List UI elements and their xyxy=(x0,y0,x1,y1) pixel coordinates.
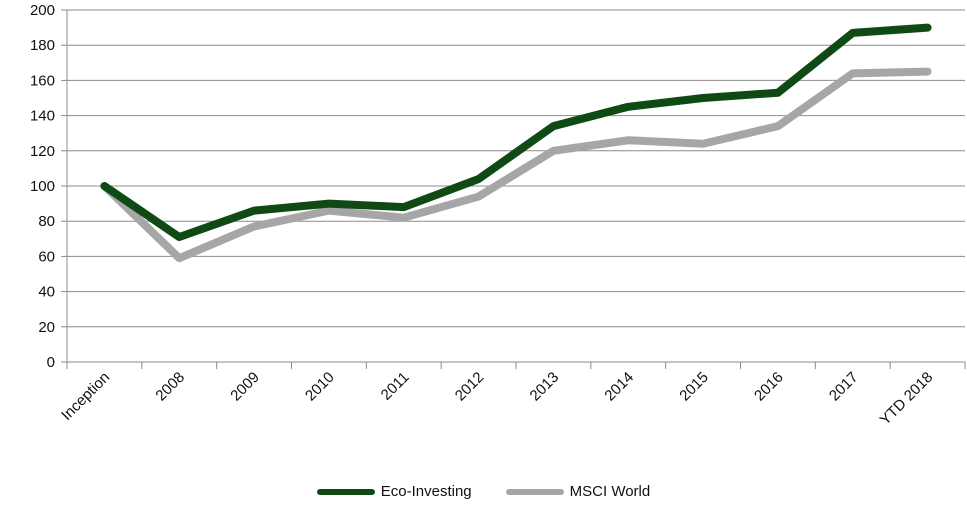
tick-labels: 0 20 40 60 80 100 120 140 160 180 200 Inception 2008… xyxy=(30,2,936,429)
series-line-msci-world xyxy=(100,67,932,263)
y-tick-label-80: 80 xyxy=(38,213,55,230)
y-tick-label-100: 100 xyxy=(30,178,55,195)
y-tick-label-40: 40 xyxy=(38,284,55,301)
line-chart: 0 20 40 60 80 100 120 140 160 180 200 Inception 2008… xyxy=(30,2,966,429)
axes xyxy=(61,9,966,369)
y-tick-label-140: 140 xyxy=(30,108,55,125)
gridlines xyxy=(67,9,965,363)
y-tick-label-180: 180 xyxy=(30,37,55,54)
y-tick-label-0: 0 xyxy=(47,354,55,371)
legend: Eco-Investing MSCI World xyxy=(0,483,967,500)
series-line-eco-investing xyxy=(100,23,932,242)
legend-swatch-eco-investing xyxy=(316,488,375,495)
legend-item-eco-investing: Eco-Investing xyxy=(316,483,472,500)
y-tick-label-120: 120 xyxy=(30,143,55,160)
x-tick-label-4: 2011 xyxy=(378,369,413,404)
y-tick-label-200: 200 xyxy=(30,2,55,19)
x-tick-label-0: Inception xyxy=(58,369,113,424)
legend-swatch-msci-world xyxy=(505,488,564,495)
x-tick-label-11: YTD 2018 xyxy=(877,369,937,429)
x-tick-label-9: 2016 xyxy=(751,369,787,405)
x-tick-label-5: 2012 xyxy=(452,369,488,405)
legend-label-eco-investing: Eco-Investing xyxy=(380,483,472,500)
x-tick-label-6: 2013 xyxy=(527,369,563,405)
x-tick-label-8: 2015 xyxy=(676,369,712,405)
legend-label-msci-world: MSCI World xyxy=(569,483,651,500)
y-tick-label-60: 60 xyxy=(38,248,55,265)
x-tick-label-10: 2017 xyxy=(826,369,862,405)
x-tick-label-7: 2014 xyxy=(601,369,637,405)
y-tick-label-20: 20 xyxy=(38,319,55,336)
y-tick-label-160: 160 xyxy=(30,72,55,89)
x-tick-label-2: 2009 xyxy=(227,369,263,405)
x-tick-label-1: 2008 xyxy=(152,369,188,405)
x-tick-label-3: 2010 xyxy=(302,369,338,405)
legend-item-msci-world: MSCI World xyxy=(505,483,651,500)
series-lines xyxy=(100,23,932,263)
